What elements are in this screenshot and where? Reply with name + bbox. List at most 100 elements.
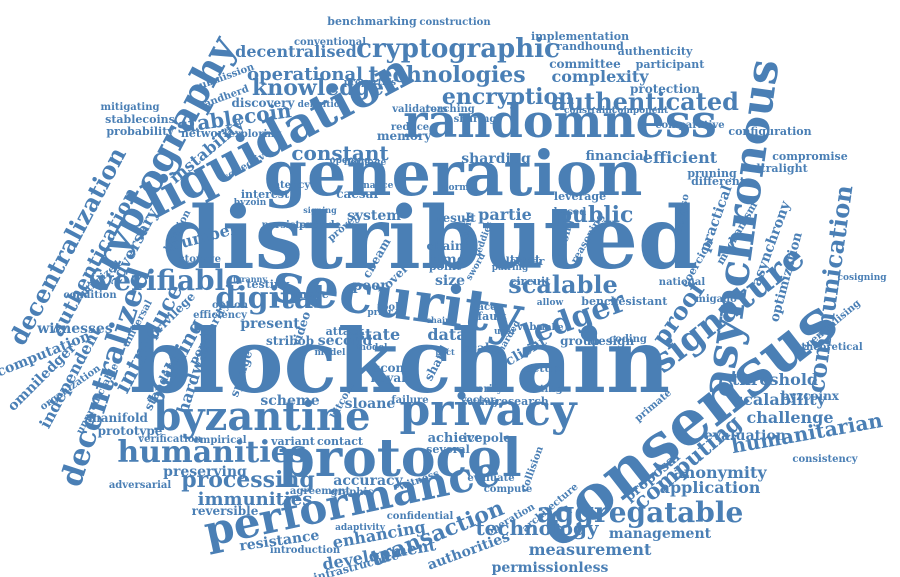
word-byzoin: byzoin xyxy=(234,198,267,208)
word-operational: operational xyxy=(247,64,363,85)
word-verification: verification xyxy=(137,434,202,445)
word-accuracy: accuracy xyxy=(333,473,403,489)
word-cosigning: cosigning xyxy=(837,273,887,283)
word-distributed: distributed xyxy=(162,188,698,289)
word-leader: leader xyxy=(506,255,545,268)
word-measurement: measurement xyxy=(529,540,652,559)
word-authenticity: authenticity xyxy=(618,45,693,58)
word-sloane: sloane xyxy=(345,396,396,412)
word-stribob: stribob xyxy=(266,334,314,348)
word-ace: ace xyxy=(478,302,497,313)
word-verify: verify xyxy=(470,384,504,395)
word-bench: bench xyxy=(581,295,618,308)
word-sharding: sharding xyxy=(461,151,531,167)
word-normal: normal xyxy=(442,183,479,193)
word-circuit: circuit xyxy=(510,275,552,288)
word-verifiable: verifiable xyxy=(96,264,243,297)
word-second: second xyxy=(318,333,373,349)
word-setup: setup xyxy=(526,362,560,375)
word-aggregatable: aggregatable xyxy=(537,496,744,529)
word-adversarial: adversarial xyxy=(109,480,172,491)
word-protection: protection xyxy=(630,82,700,96)
word-point: point xyxy=(429,260,462,273)
word-cryptographic: cryptographic xyxy=(356,34,560,64)
word-privacy: privacy xyxy=(399,385,578,436)
word-signing: signing xyxy=(303,205,337,215)
word-option: option xyxy=(212,300,249,311)
word-constant: constant xyxy=(291,141,389,165)
word-reversible: reversible xyxy=(192,504,259,518)
word-leverage: leverage xyxy=(554,190,606,203)
word-caesar: caesar xyxy=(336,187,380,201)
word-tyranny: tyranny xyxy=(233,274,267,284)
word-permissionless: permissionless xyxy=(492,560,609,576)
word-scale: scale xyxy=(463,341,497,355)
word-compute: compute xyxy=(484,484,533,495)
word-icepole: icepole xyxy=(463,431,511,445)
word-design: design xyxy=(590,334,635,348)
word-manifold: manifold xyxy=(88,411,148,425)
word-consistency: consistency xyxy=(792,454,858,465)
word-scalable: scalable xyxy=(508,270,618,299)
word-witnesses: witnesses xyxy=(36,321,113,337)
word-different: different xyxy=(691,175,746,188)
word-humanities: humanities xyxy=(117,435,306,470)
word-implementation: implementation xyxy=(531,30,629,43)
word-model: model xyxy=(315,348,347,358)
word-stablecoins: stablecoins xyxy=(105,113,175,126)
word-scalability: scalability xyxy=(734,390,826,409)
word-constraint: constraint xyxy=(564,106,617,116)
word-pact: pact xyxy=(435,347,455,357)
word-technologies: technologies xyxy=(368,62,525,88)
word-component: component xyxy=(612,106,669,116)
word-efficient: efficient xyxy=(643,148,718,167)
word-attack: attack xyxy=(326,325,365,338)
word-testing: testing xyxy=(246,278,290,291)
word-trust: trust xyxy=(510,253,541,266)
word-validators: validators xyxy=(391,104,448,115)
word-theoretical: theoretical xyxy=(801,342,863,353)
word-chairs: chairs xyxy=(426,315,454,325)
word-introduction: introduction xyxy=(270,545,341,556)
word-adaptivity: adaptivity xyxy=(335,523,386,533)
word-reaching: reaching xyxy=(425,104,475,115)
word-memory: memory xyxy=(377,129,432,143)
word-latency: latency xyxy=(270,180,312,191)
word-knowledge: knowledge xyxy=(252,75,384,101)
word-committee: committee xyxy=(549,57,621,71)
word-state: state xyxy=(356,325,400,344)
word-financial: financial xyxy=(586,149,649,164)
word-persistent: persistent xyxy=(262,220,319,231)
word-partie: partie xyxy=(478,205,532,224)
word-allow: allow xyxy=(537,298,564,308)
word-based: based xyxy=(554,207,586,218)
word-probability: probability xyxy=(106,125,174,138)
word-definition: definition xyxy=(298,100,347,110)
word-digital: digital xyxy=(215,281,324,316)
word-coding: coding xyxy=(609,334,647,345)
word-graphic: graphic xyxy=(331,487,374,498)
word-setting: setting xyxy=(462,398,498,408)
word-empirical: empirical xyxy=(193,435,246,446)
word-efficiency: efficiency xyxy=(193,310,248,321)
word-storage: storage xyxy=(179,254,221,265)
word-application: application xyxy=(660,478,761,497)
word-finance: finance xyxy=(357,181,394,191)
word-chain: chain xyxy=(426,239,463,253)
word-model: model xyxy=(357,343,389,353)
word-authenticated: authenticated xyxy=(551,87,739,116)
word-national: national xyxy=(659,277,706,288)
word-pruning: pruning xyxy=(687,167,737,180)
word-configuration: configuration xyxy=(728,125,811,138)
word-provide: provide xyxy=(299,220,341,231)
word-ultralight: ultralight xyxy=(748,162,808,175)
word-user: user xyxy=(494,327,516,337)
word-research: research xyxy=(495,395,549,408)
word-challenge: challenge xyxy=(746,408,833,427)
word-several: several xyxy=(426,443,470,456)
word-encryption: encryption xyxy=(442,84,574,110)
word-migado: migado xyxy=(695,294,737,305)
word-condition: condition xyxy=(63,290,117,301)
